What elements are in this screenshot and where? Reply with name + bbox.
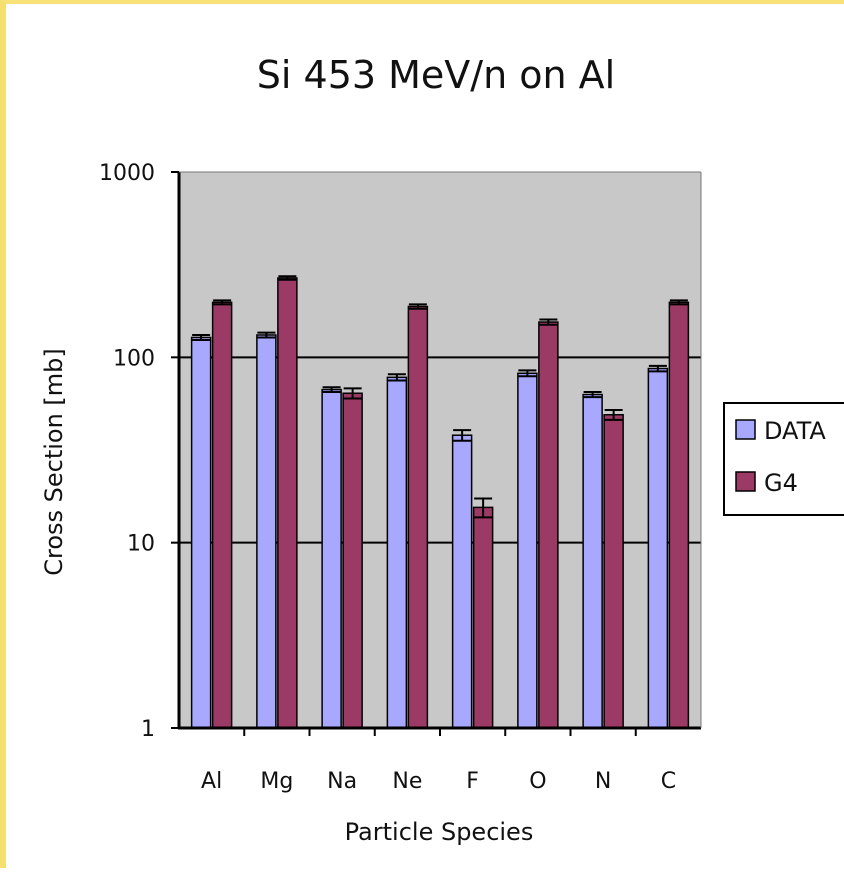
y-tick-label: 1000: [99, 161, 155, 186]
bar-data: [256, 334, 277, 729]
x-tick-label: C: [661, 769, 676, 794]
legend-swatch-g4: [735, 471, 756, 492]
legend: DATA G4: [723, 402, 844, 516]
y-tick-label: 100: [113, 346, 155, 371]
bar-data: [321, 388, 342, 729]
plot-area: 1 10 100 1000 Al Mg Na Ne F O N C: [99, 161, 702, 794]
bar-g4: [342, 392, 363, 729]
bar-g4: [277, 277, 298, 729]
bar-g4: [472, 506, 494, 729]
bar-data: [517, 372, 538, 729]
bar-data: [647, 367, 669, 729]
x-tick-label: N: [595, 769, 611, 794]
x-axis-title: Particle Species: [345, 818, 534, 846]
x-tick-label: Na: [327, 769, 357, 794]
bar-g4: [407, 305, 429, 729]
bar-g4: [603, 414, 624, 729]
bar-data: [190, 336, 212, 729]
x-tick-label: Mg: [260, 769, 293, 794]
bar-data: [582, 393, 603, 729]
chart-title: Si 453 MeV/n on Al: [257, 53, 615, 97]
bar-data: [386, 376, 408, 729]
y-tick-label: 10: [127, 532, 155, 557]
bar-data: [451, 434, 473, 729]
bar-g4: [538, 321, 559, 729]
bar-g4: [211, 301, 233, 729]
x-tick-label: F: [466, 769, 479, 794]
legend-swatch-data: [735, 419, 756, 440]
x-tick-label: Al: [201, 769, 222, 794]
bar-g4: [668, 301, 690, 729]
chart: Si 453 MeV/n on Al Cross Section [mb] Pa…: [40, 53, 844, 846]
x-tick-label: Ne: [392, 769, 422, 794]
legend-label-g4: G4: [764, 469, 798, 497]
y-tick-label: 1: [141, 717, 155, 742]
legend-label-data: DATA: [764, 417, 826, 445]
x-tick-label: O: [529, 769, 546, 794]
y-axis-title: Cross Section [mb]: [40, 348, 68, 576]
